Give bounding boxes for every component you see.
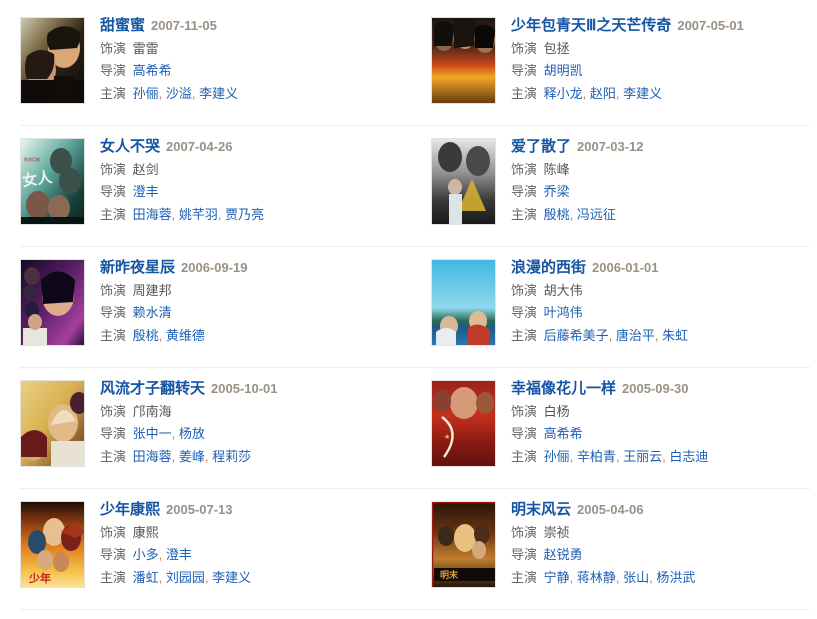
- svg-text:少年: 少年: [28, 571, 51, 585]
- svg-text:明末: 明末: [440, 569, 459, 580]
- svg-text:影视巨献: 影视巨献: [24, 156, 40, 162]
- svg-text:★: ★: [444, 433, 450, 441]
